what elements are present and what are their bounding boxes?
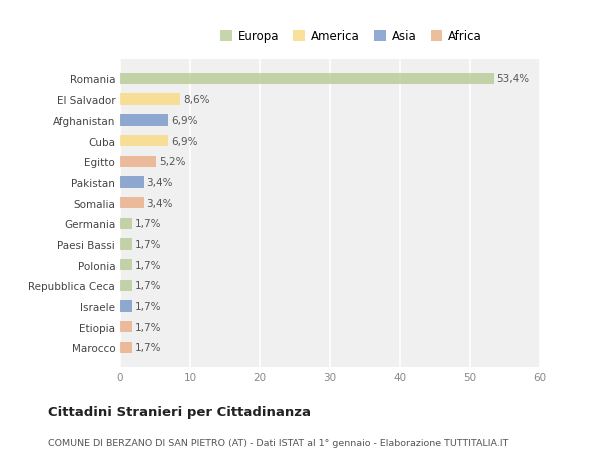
- Bar: [120, 342, 132, 353]
- Text: 1,7%: 1,7%: [134, 219, 161, 229]
- Bar: [120, 239, 132, 250]
- Text: 53,4%: 53,4%: [497, 74, 530, 84]
- Text: COMUNE DI BERZANO DI SAN PIETRO (AT) - Dati ISTAT al 1° gennaio - Elaborazione T: COMUNE DI BERZANO DI SAN PIETRO (AT) - D…: [48, 438, 508, 447]
- Text: 1,7%: 1,7%: [134, 342, 161, 353]
- Text: 6,9%: 6,9%: [171, 116, 197, 126]
- Text: 1,7%: 1,7%: [134, 301, 161, 311]
- Text: 8,6%: 8,6%: [183, 95, 209, 105]
- Text: 3,4%: 3,4%: [146, 198, 173, 208]
- Bar: [120, 115, 168, 126]
- Bar: [120, 94, 180, 106]
- Bar: [120, 177, 144, 188]
- Bar: [120, 321, 132, 333]
- Bar: [120, 259, 132, 271]
- Bar: [120, 73, 494, 85]
- Text: 3,4%: 3,4%: [146, 178, 173, 187]
- Text: 1,7%: 1,7%: [134, 280, 161, 291]
- Bar: [120, 197, 144, 209]
- Text: 1,7%: 1,7%: [134, 322, 161, 332]
- Text: 6,9%: 6,9%: [171, 136, 197, 146]
- Bar: [120, 280, 132, 291]
- Text: 5,2%: 5,2%: [159, 157, 186, 167]
- Bar: [120, 156, 157, 168]
- Legend: Europa, America, Asia, Africa: Europa, America, Asia, Africa: [215, 26, 487, 48]
- Bar: [120, 135, 168, 147]
- Bar: [120, 218, 132, 230]
- Bar: [120, 301, 132, 312]
- Text: Cittadini Stranieri per Cittadinanza: Cittadini Stranieri per Cittadinanza: [48, 405, 311, 419]
- Text: 1,7%: 1,7%: [134, 240, 161, 249]
- Text: 1,7%: 1,7%: [134, 260, 161, 270]
